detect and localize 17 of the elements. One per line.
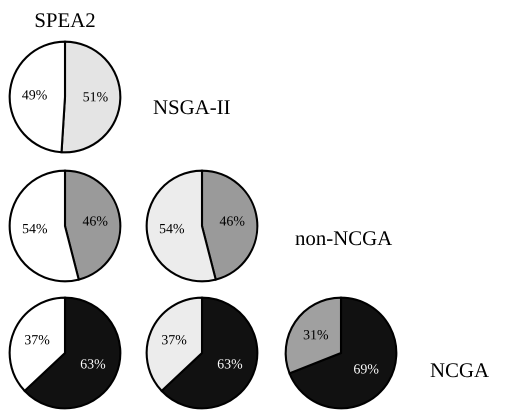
data-label: 49% — [22, 90, 47, 100]
text: NCGA — [430, 363, 489, 378]
chart-title: SPEA2 — [36, 13, 95, 28]
data-label: 54% — [160, 224, 184, 234]
data-label: 54% — [22, 224, 48, 234]
data-label: 46% — [220, 216, 244, 226]
data-label: 51% — [84, 92, 108, 102]
data-label: 31% — [304, 330, 328, 340]
data-label: 37% — [162, 335, 186, 344]
data-label: 46% — [82, 216, 108, 226]
data-label: 63% — [80, 359, 106, 369]
data-label: 37% — [25, 335, 50, 344]
data-label: 63% — [218, 359, 242, 369]
data-label: 69% — [354, 364, 378, 374]
pie-slice — [288, 296, 398, 410]
text: non-NCGA — [295, 231, 392, 246]
text: NSGA-II — [154, 100, 230, 114]
